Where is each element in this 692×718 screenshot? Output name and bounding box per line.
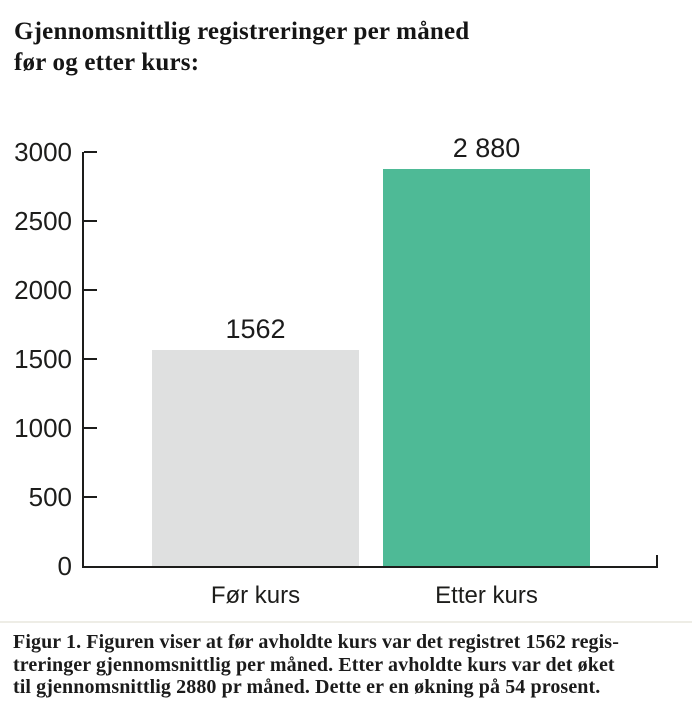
y-axis-tick-label-1000: 1000 [14, 413, 72, 443]
bar-f-r-kurs [152, 350, 359, 566]
y-axis-tick-label-0: 0 [57, 551, 72, 581]
y-axis-tick-label-3000: 3000 [14, 137, 72, 167]
y-axis-tick-mark-1500 [84, 358, 97, 360]
y-axis-tick-mark-1000 [84, 427, 97, 429]
y-axis-tick-mark-2000 [84, 289, 97, 291]
y-axis-tick-label-500: 500 [28, 482, 72, 512]
y-axis-tick-mark-3000 [84, 151, 97, 153]
bar-value-label-etter-kurs: 2 880 [452, 133, 521, 163]
chart-title-line-2: før og etter kurs: [14, 49, 200, 76]
figure-caption-line-1: Figur 1. Figuren viser at før avholdte k… [13, 631, 619, 653]
x-axis-category-label-etter-kurs: Etter kurs [435, 582, 538, 609]
chart-title: Gjennomsnittlig registreringer per måned… [14, 16, 469, 78]
caption-divider-line [0, 621, 692, 623]
bar-etter-kurs [383, 169, 590, 566]
y-axis-tick-label-2500: 2500 [14, 206, 72, 236]
bar-value-label-f-r-kurs: 1562 [225, 314, 286, 344]
bar-chart: 0 500 1000 1500 2000 2500 3000 1562 Før kurs 2 88… [0, 130, 692, 610]
figure-caption-line-3: til gjennomsnittlig 2880 pr måned. Dette… [13, 676, 601, 698]
y-axis-tick-label-2000: 2000 [14, 275, 72, 305]
y-axis-tick-mark-500 [84, 496, 97, 498]
chart-title-line-1: Gjennomsnittlig registreringer per måned [14, 18, 470, 45]
figure-caption-line-2: treringer gjennomsnittlig per måned. Ett… [13, 653, 615, 676]
x-axis-category-label-f-r-kurs: Før kurs [210, 582, 301, 609]
y-axis-tick-label-1500: 1500 [14, 344, 72, 374]
figure-caption: Figur 1. Figuren viser at før avholdte k… [13, 631, 691, 699]
x-axis-end-tick [656, 555, 658, 566]
y-axis-line [82, 152, 84, 568]
y-axis-tick-mark-2500 [84, 220, 97, 222]
x-axis-line [82, 566, 658, 568]
